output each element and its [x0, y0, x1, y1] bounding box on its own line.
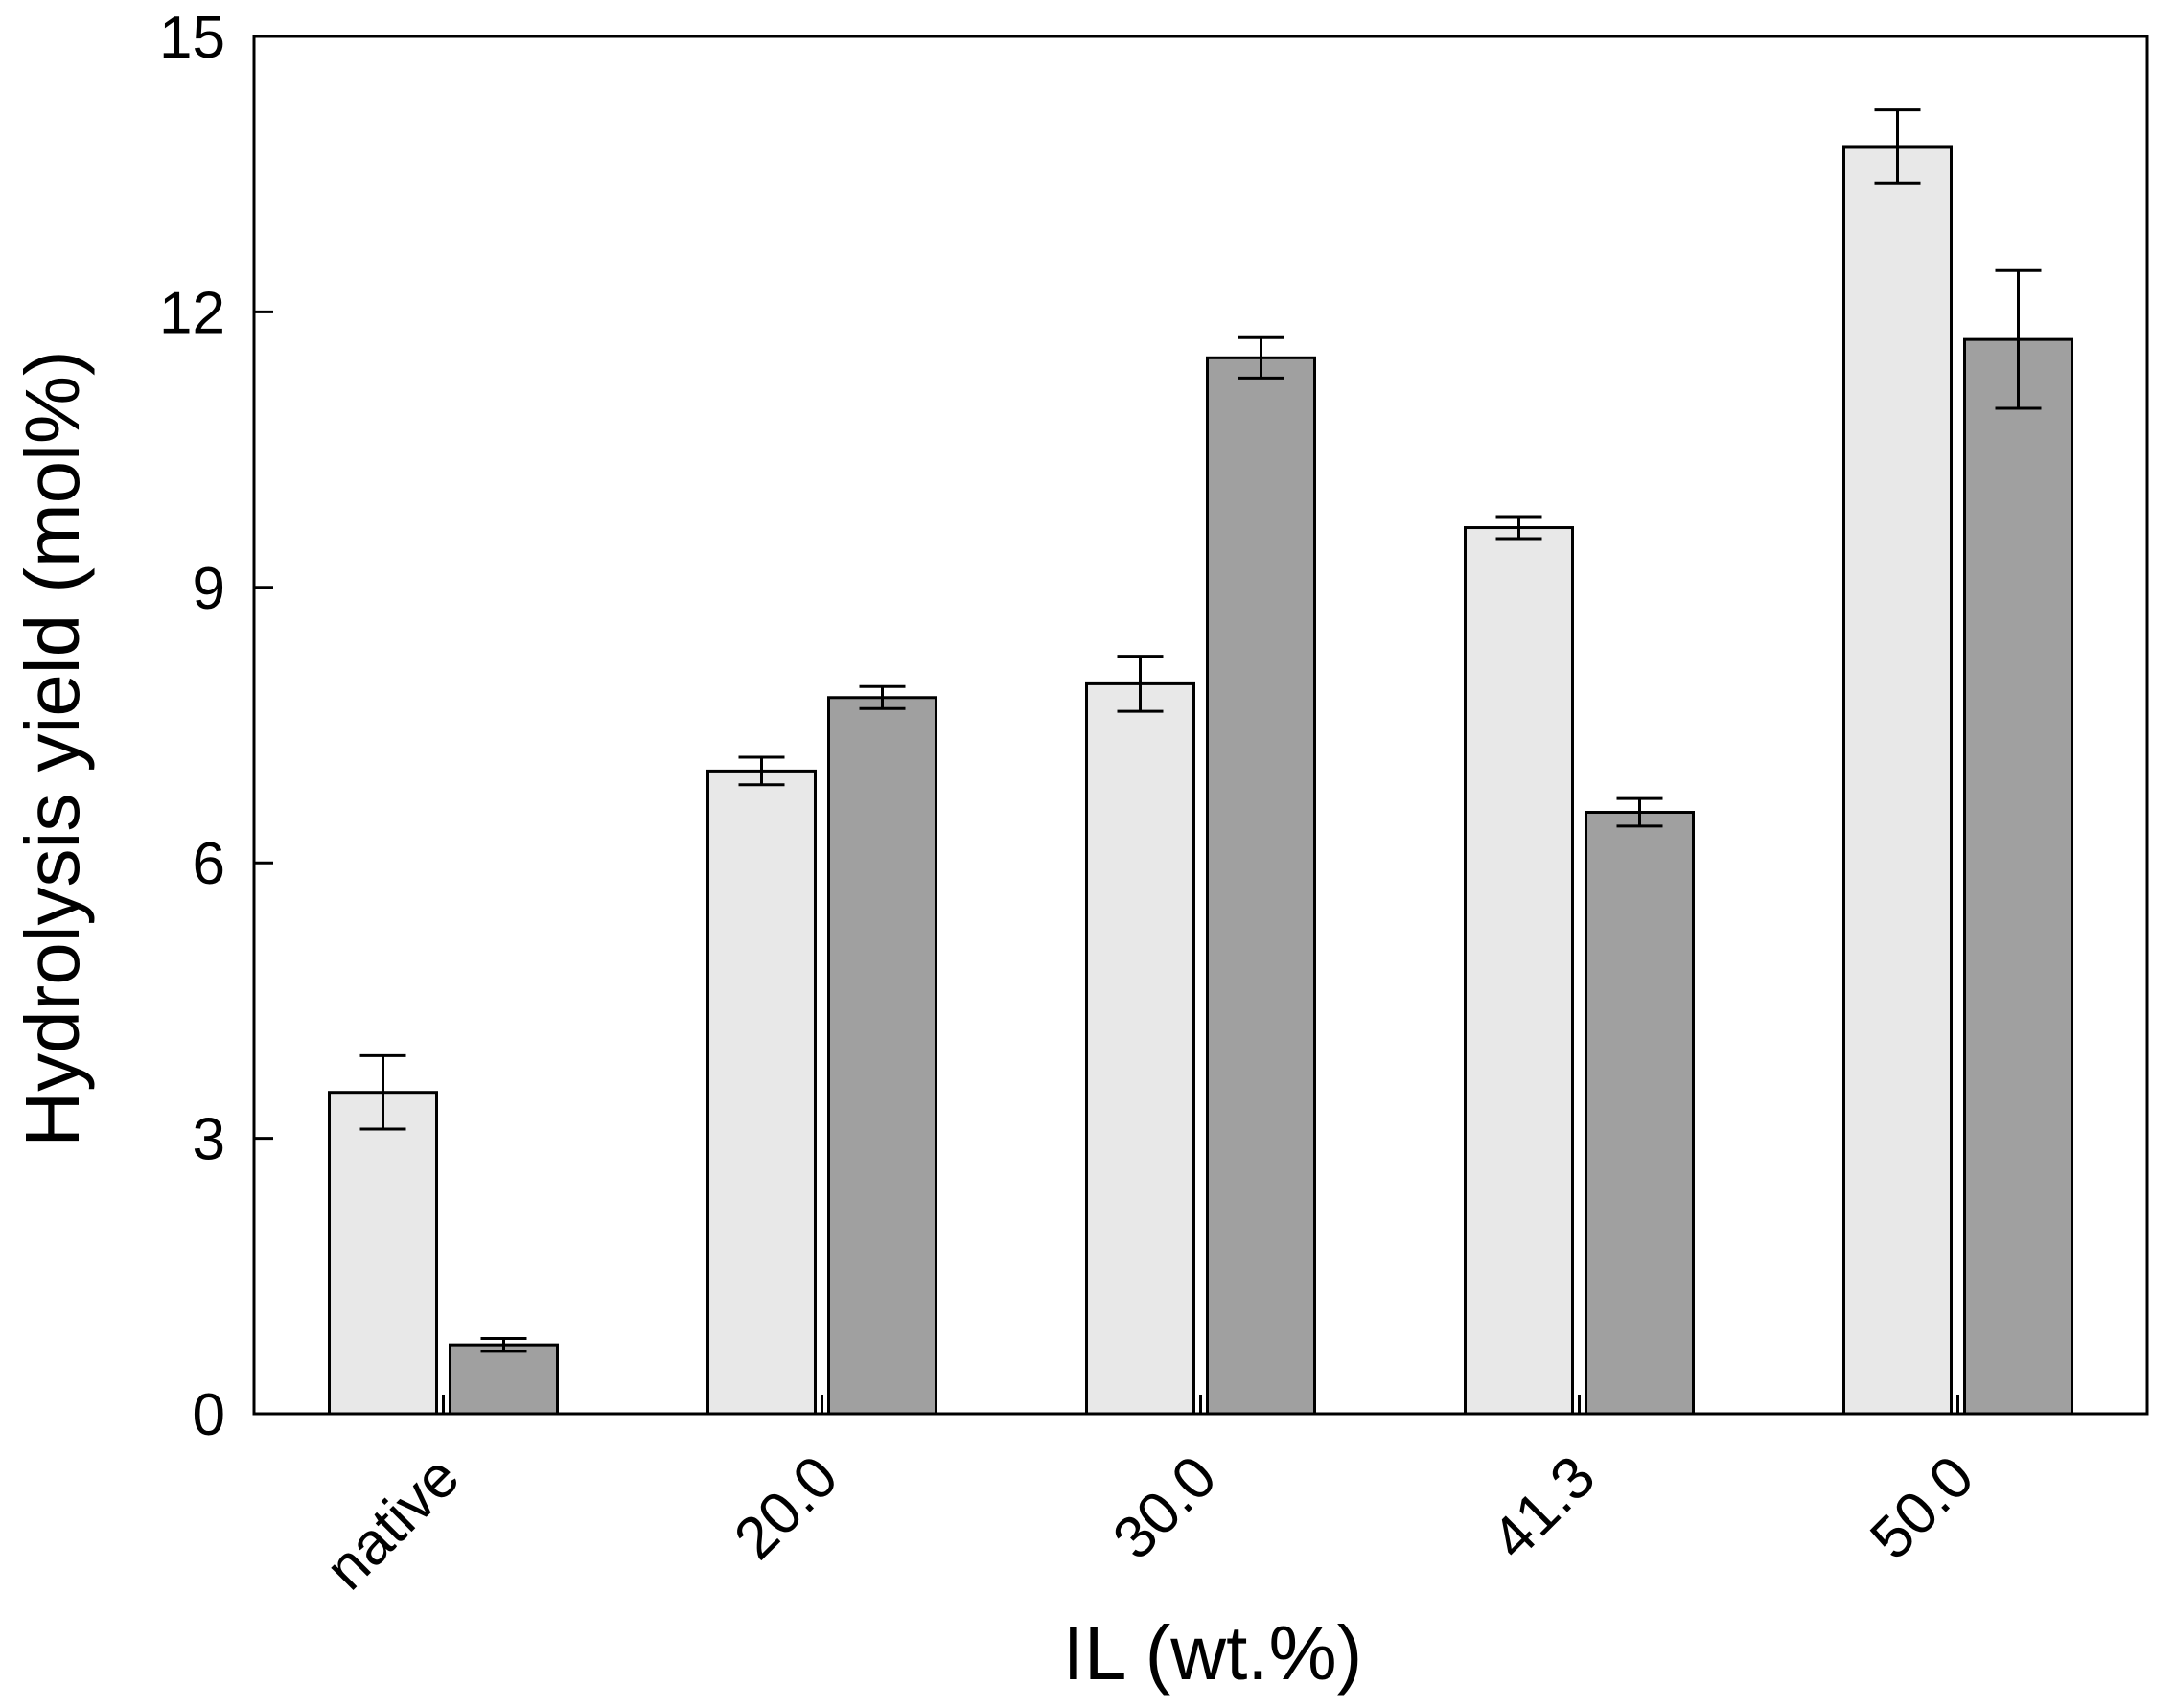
- bar: [1585, 811, 1695, 1416]
- x-axis-title: IL (wt.%): [1063, 1610, 1363, 1696]
- bar: [827, 696, 937, 1416]
- bars: [328, 145, 2073, 1416]
- bar: [706, 769, 817, 1416]
- bar: [1464, 526, 1574, 1416]
- bar: [1842, 145, 1953, 1416]
- x-tick-label: native: [313, 1443, 473, 1603]
- y-tick-label: 0: [193, 1382, 225, 1448]
- y-tick-label: 9: [193, 556, 225, 622]
- x-tick-label: 50.0: [1858, 1443, 1986, 1572]
- x-tick-label: 41.3: [1479, 1443, 1608, 1572]
- x-tick-label: 30.0: [1100, 1443, 1229, 1572]
- bar: [1963, 337, 2073, 1416]
- y-tick-label: 6: [193, 831, 225, 897]
- y-tick-label: 15: [159, 5, 225, 71]
- bar: [1085, 681, 1195, 1416]
- y-axis-title: Hydrolysis yield (mol%): [10, 350, 95, 1146]
- bar: [449, 1343, 559, 1416]
- y-axis: 0 3 6 9 12 15: [159, 5, 273, 1448]
- y-tick-label: 3: [193, 1107, 225, 1173]
- y-tick-label: 12: [159, 280, 225, 346]
- x-tick-label: 20.0: [722, 1443, 850, 1572]
- bar: [1206, 356, 1316, 1416]
- x-axis: native 20.0 30.0 41.3 50.0: [313, 1395, 1986, 1603]
- error-bars: [359, 108, 2042, 1353]
- bar: [328, 1091, 438, 1416]
